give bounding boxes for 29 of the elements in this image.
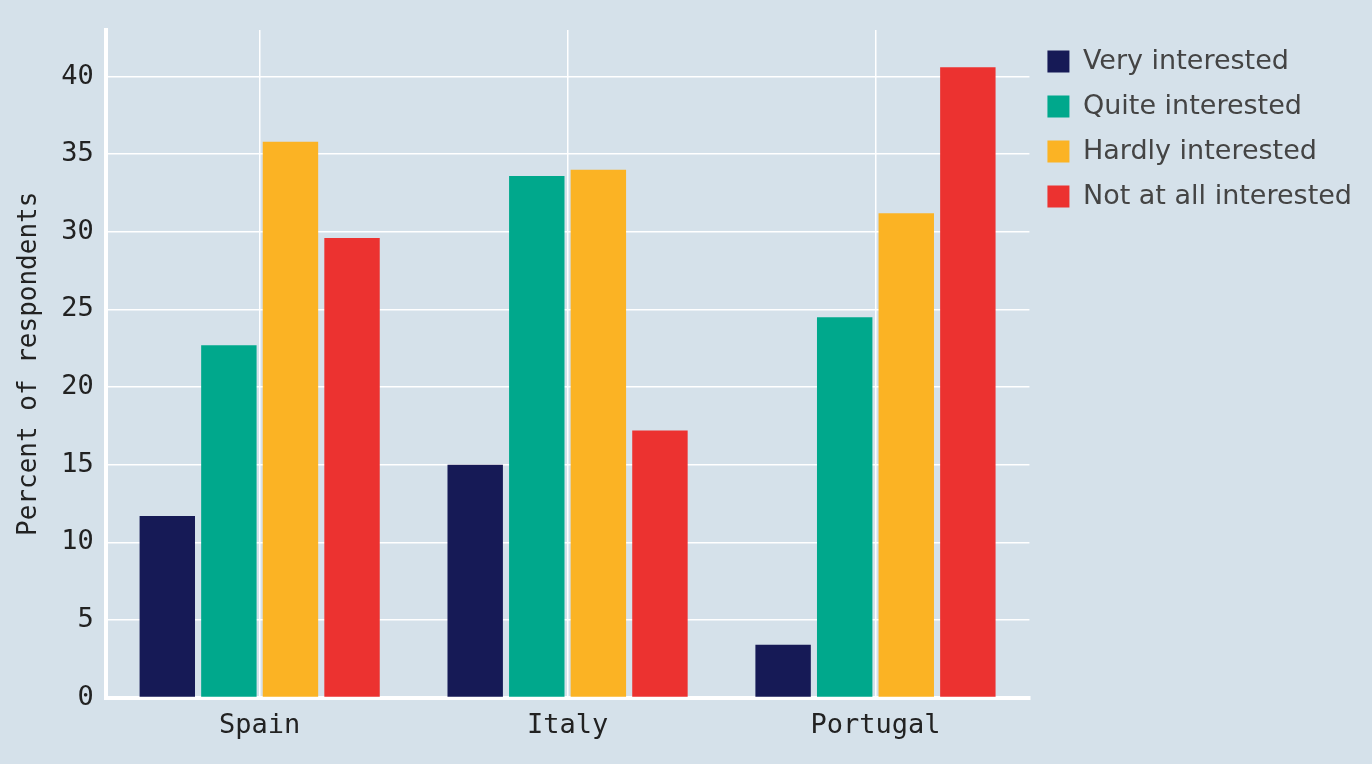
y-axis-title: Percent of respondents (12, 191, 43, 536)
bar (324, 238, 380, 697)
bar (755, 644, 811, 697)
bar (816, 317, 873, 697)
bar (632, 430, 688, 697)
y-tick-label: 15 (61, 446, 94, 478)
bar (940, 67, 996, 697)
bar (878, 213, 934, 697)
bar (201, 345, 257, 697)
bar (509, 175, 565, 697)
y-tick-label: 20 (61, 369, 94, 401)
legend-label: Hardly interested (1082, 133, 1317, 165)
bar (262, 141, 319, 697)
bar (447, 464, 503, 697)
y-tick-label: 30 (61, 213, 94, 245)
y-tick-label: 40 (61, 58, 94, 90)
bar (139, 515, 195, 697)
y-tick-label: 0 (77, 679, 94, 711)
bar (570, 169, 627, 697)
x-tick-label: Spain (219, 707, 301, 739)
legend-label: Very interested (1082, 43, 1289, 75)
y-tick-label: 10 (61, 524, 94, 556)
y-tick-label: 25 (61, 291, 94, 323)
y-tick-label: 5 (77, 601, 94, 633)
y-tick-label: 35 (61, 136, 94, 168)
legend-label: Quite interested (1082, 88, 1302, 120)
legend-label: Not at all interested (1082, 178, 1353, 210)
x-tick-label: Italy (526, 707, 609, 739)
x-tick-label: Portugal (810, 707, 941, 739)
